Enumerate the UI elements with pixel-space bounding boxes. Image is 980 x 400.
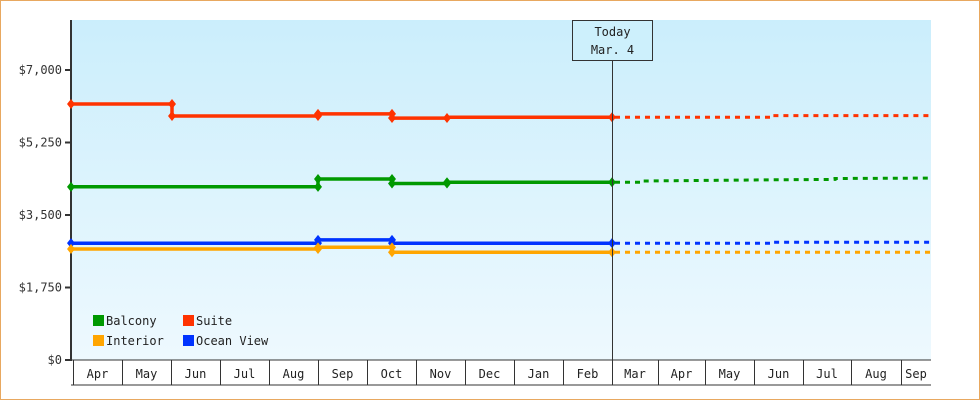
data-point-marker[interactable] (67, 98, 75, 109)
series-interior (67, 242, 930, 258)
x-tick-label: Apr (87, 367, 109, 381)
x-tick-label: Aug (865, 367, 887, 381)
x-tick-label: May (136, 367, 158, 381)
x-tick-label: Apr (671, 367, 693, 381)
x-tick-label: Aug (283, 367, 305, 381)
y-axis: $0 $1,750 $3,500 $5,250 $7,000 (19, 20, 72, 367)
x-tick-label: Jan (528, 367, 550, 381)
legend-swatch (93, 335, 104, 346)
y-tick-label: $5,250 (19, 136, 62, 150)
legend-label: Suite (196, 314, 232, 328)
x-tick-label: May (719, 367, 741, 381)
data-point-marker[interactable] (67, 181, 75, 192)
series-balcony (67, 173, 931, 192)
data-point-marker[interactable] (388, 247, 396, 258)
legend-item-interior: Interior (93, 334, 164, 348)
data-point-marker[interactable] (67, 238, 75, 249)
legend-swatch (183, 335, 194, 346)
data-point-marker[interactable] (314, 108, 322, 119)
legend-item-balcony: Balcony (93, 314, 157, 328)
y-tick-label: $3,500 (19, 208, 62, 222)
x-tick-label: Nov (430, 367, 452, 381)
x-tick-label: Sep (905, 367, 927, 381)
x-tick-label: Jul (234, 367, 256, 381)
x-tick-label: Feb (577, 367, 599, 381)
y-tick-label: $0 (48, 353, 62, 367)
data-point-marker[interactable] (388, 178, 396, 189)
series-lines (67, 98, 931, 258)
data-point-marker[interactable] (443, 177, 451, 188)
legend-swatch (183, 315, 194, 326)
data-point-marker[interactable] (314, 242, 322, 253)
legend-item-suite: Suite (183, 314, 232, 328)
data-point-marker[interactable] (314, 173, 322, 184)
data-point-marker[interactable] (67, 243, 75, 254)
legend-label: Ocean View (196, 334, 269, 348)
y-tick-label: $1,750 (19, 281, 62, 295)
x-tick-label: Jun (185, 367, 207, 381)
x-tick-label: Jun (768, 367, 790, 381)
plot-area (71, 20, 931, 360)
legend-label: Interior (106, 334, 164, 348)
today-marker: Today Mar. 4 (572, 20, 653, 360)
legend-swatch (93, 315, 104, 326)
today-label-box (572, 20, 653, 61)
legend-label: Balcony (106, 314, 157, 328)
data-point-marker[interactable] (388, 113, 396, 124)
x-tick-label: Oct (381, 367, 403, 381)
today-label: Today (594, 25, 630, 39)
data-point-marker[interactable] (314, 234, 322, 245)
x-tick-label: Mar (624, 367, 646, 381)
x-tick-label: Jul (816, 367, 838, 381)
x-tick-label: Dec (479, 367, 501, 381)
x-tick-label: Sep (332, 367, 354, 381)
data-point-marker[interactable] (443, 113, 451, 124)
today-date: Mar. 4 (591, 43, 634, 57)
legend: Balcony Suite Interior Ocean View (93, 314, 269, 348)
x-axis: Apr May Jun Jul Aug Sep Oct Nov Dec Jan Feb Mar Apr M… (71, 359, 931, 386)
y-tick-label: $7,000 (19, 63, 62, 77)
data-point-marker[interactable] (168, 98, 176, 109)
data-point-marker[interactable] (168, 110, 176, 121)
legend-item-ocean-view: Ocean View (183, 334, 269, 348)
data-point-marker[interactable] (314, 181, 322, 192)
